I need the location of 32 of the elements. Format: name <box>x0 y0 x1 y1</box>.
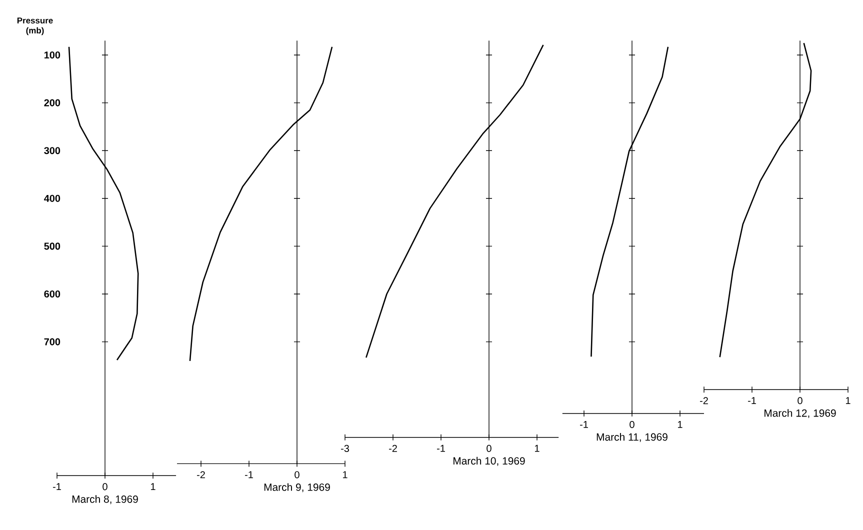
y-tick-label: 200 <box>44 99 60 106</box>
x-tick-label: 0 <box>630 421 634 428</box>
x-tick-label: 1 <box>678 421 682 428</box>
x-axis-title: March 9, 1969 <box>264 483 330 492</box>
y-tick-label: 400 <box>44 194 60 202</box>
x-tick-label: 0 <box>486 444 492 452</box>
x-tick-label: -3 <box>341 444 350 452</box>
y-tick-label: 700 <box>44 338 60 346</box>
y-tick-label: 100 <box>44 51 60 59</box>
x-tick-label: -1 <box>580 421 588 428</box>
y-tick-label: 500 <box>44 242 60 250</box>
x-axis-title: March 8, 1969 <box>72 495 138 504</box>
x-axis-title: March 12, 1969 <box>764 409 836 418</box>
x-tick-label: -1 <box>53 483 61 490</box>
x-tick-label: -2 <box>197 471 205 478</box>
x-tick-label: -2 <box>700 397 708 404</box>
x-tick-label: 1 <box>151 483 156 490</box>
x-axis-title: March 10, 1969 <box>454 456 525 466</box>
x-tick-label: 1 <box>535 444 540 452</box>
x-tick-label: 1 <box>343 471 348 478</box>
y-tick-label: 300 <box>44 147 60 154</box>
x-axis-title: March 11, 1969 <box>596 433 668 442</box>
x-tick-label: 0 <box>102 483 108 490</box>
x-tick-label: -1 <box>245 471 253 478</box>
x-tick-label: 1 <box>846 397 850 404</box>
x-tick-label: -1 <box>748 397 756 404</box>
x-tick-label: -2 <box>389 444 397 452</box>
x-tick-label: 0 <box>798 397 802 404</box>
x-tick-label: 0 <box>294 471 300 478</box>
y-tick-label: 600 <box>44 290 60 298</box>
x-tick-label: -1 <box>437 444 445 452</box>
y-axis-title: Pressure (mb) <box>17 18 53 36</box>
